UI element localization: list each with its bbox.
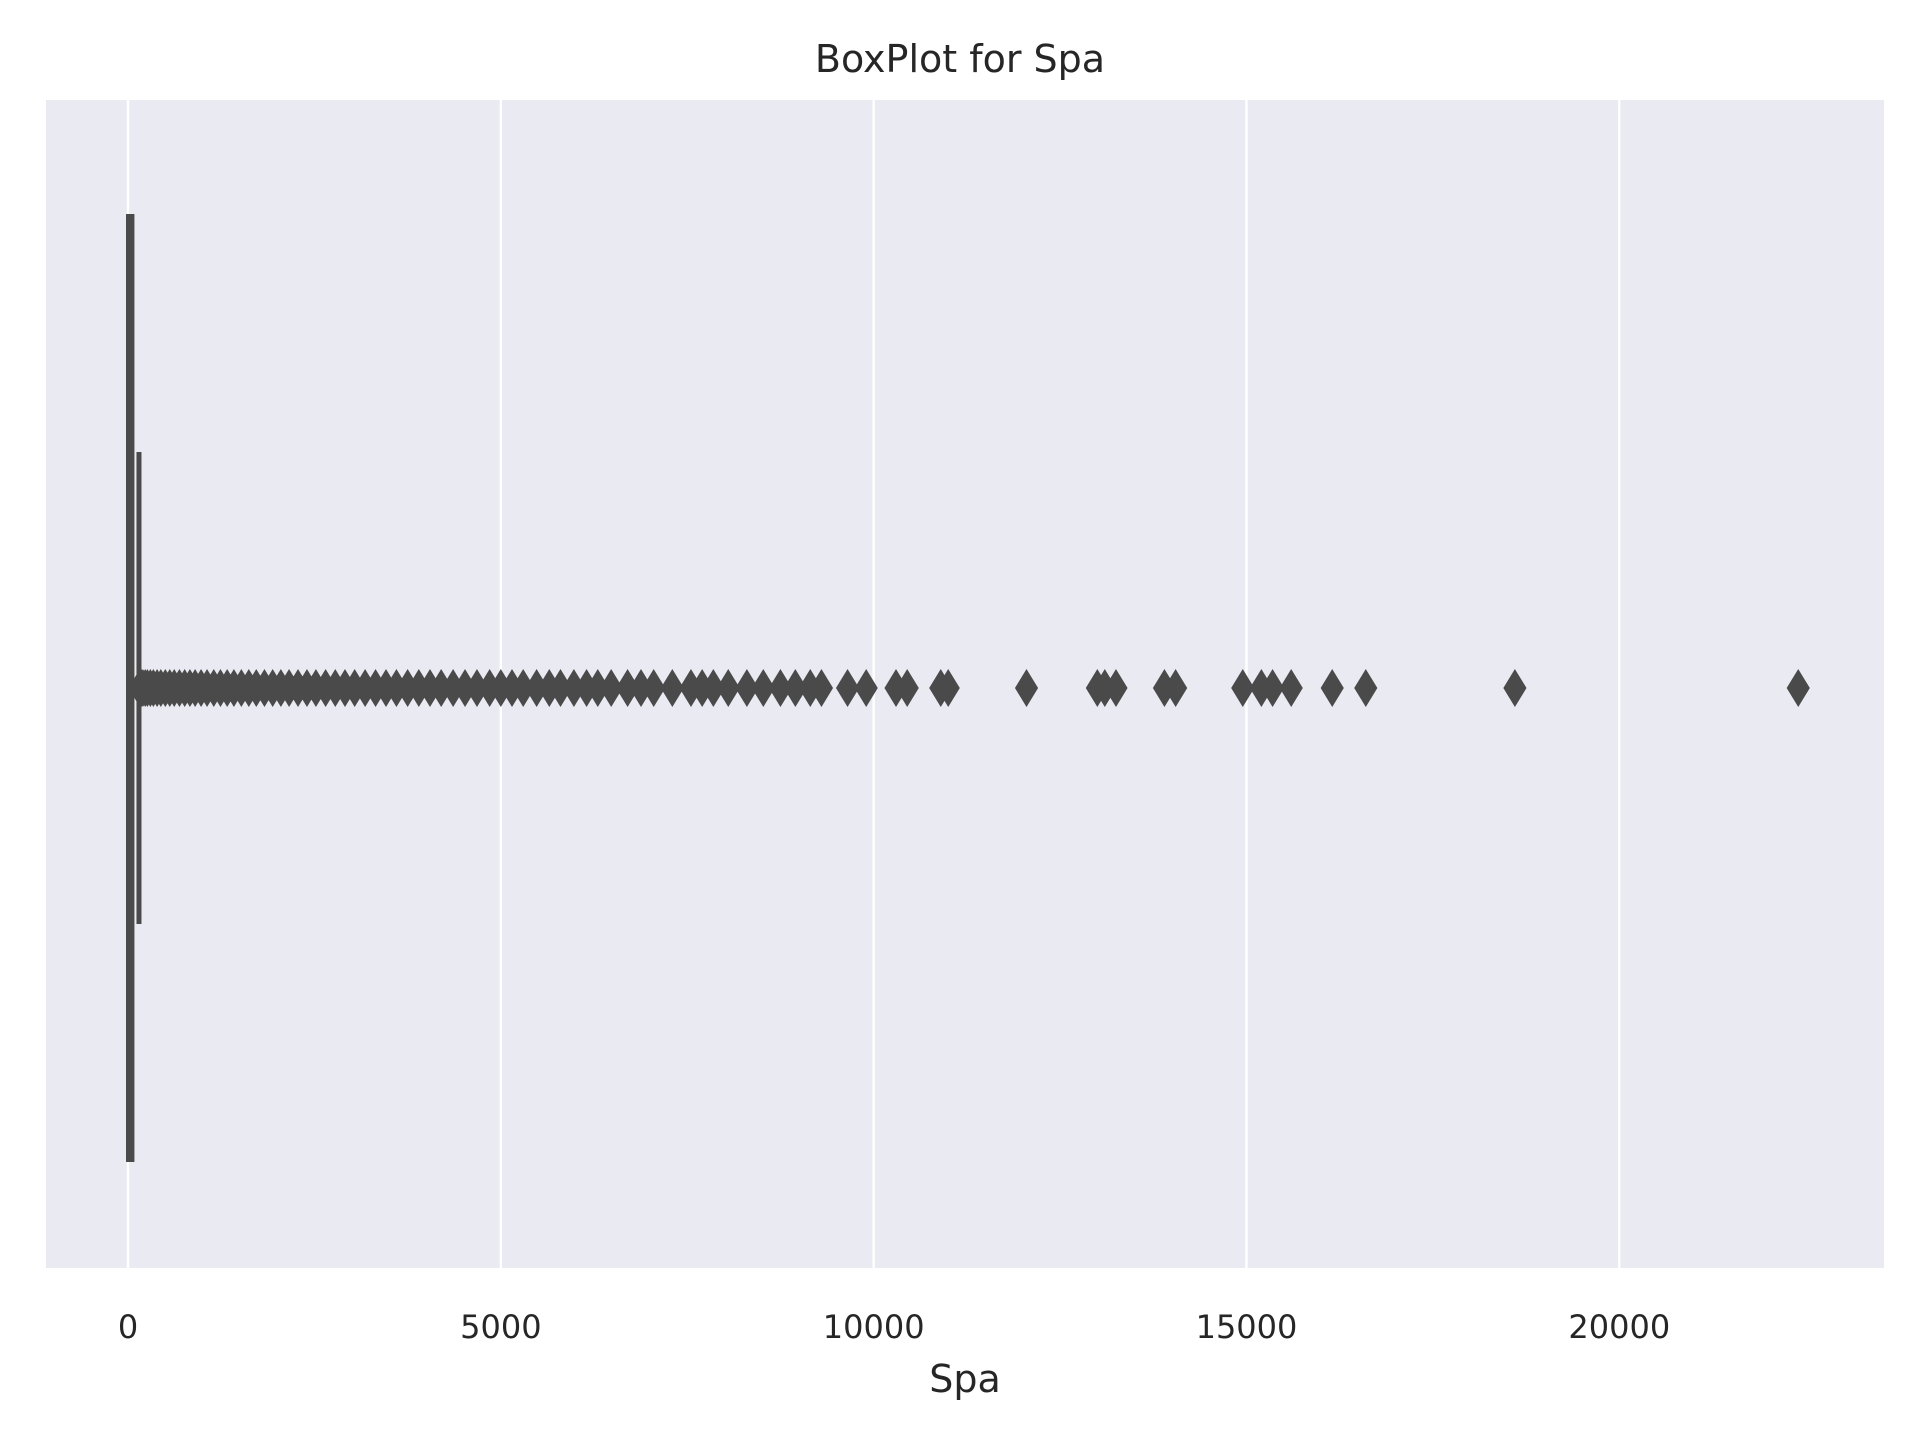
outlier-point	[835, 669, 860, 707]
outlier-point	[809, 669, 834, 707]
outlier-point	[1354, 669, 1378, 707]
x-tick-label: 10000	[823, 1308, 925, 1346]
outlier-point	[716, 669, 740, 707]
outlier-point	[1260, 669, 1285, 707]
x-tick-labels: 0 5000 10000 15000 20000	[118, 1308, 1670, 1346]
outlier-point	[1231, 669, 1255, 707]
outlier-points	[128, 669, 1810, 707]
outlier-point	[1279, 669, 1303, 707]
x-tick-label: 5000	[460, 1308, 541, 1346]
outlier-point	[751, 669, 775, 707]
outlier-point	[854, 669, 878, 707]
outlier-point	[936, 669, 960, 707]
outlier-point	[1104, 669, 1128, 707]
outlier-point	[895, 669, 919, 707]
x-tick-label: 20000	[1568, 1308, 1670, 1346]
outlier-point	[599, 669, 623, 707]
chart-title: BoxPlot for Spa	[815, 37, 1105, 81]
outlier-point	[1014, 669, 1039, 707]
x-tick-label: 15000	[1196, 1308, 1298, 1346]
outlier-point	[660, 669, 684, 707]
x-axis-label: Spa	[929, 1357, 1001, 1401]
outlier-point	[735, 669, 759, 707]
outlier-point	[642, 669, 666, 707]
outlier-point	[1320, 669, 1344, 707]
outlier-point	[1164, 669, 1188, 707]
outlier-point	[1786, 669, 1810, 707]
x-tick-label: 0	[118, 1308, 138, 1346]
outlier-point	[1503, 669, 1527, 707]
